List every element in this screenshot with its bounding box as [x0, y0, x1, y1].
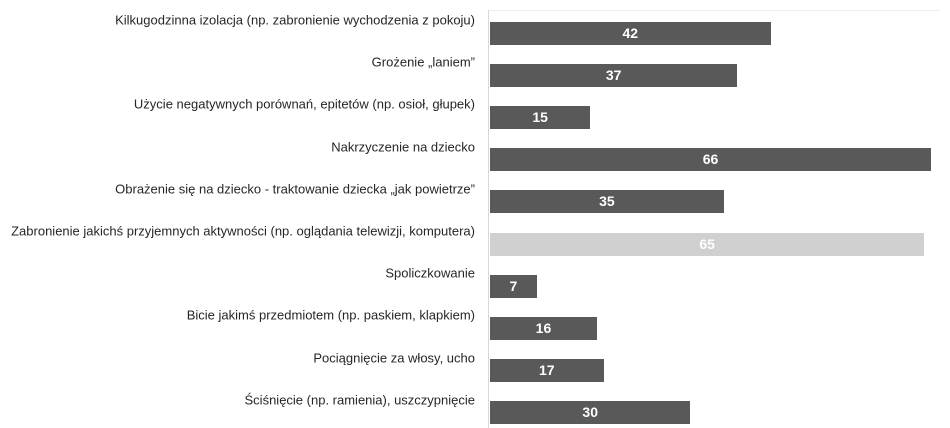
category-text: Użycie negatywnych porównań, epitetów (n… [133, 96, 475, 112]
value-label: 7 [509, 277, 518, 294]
category-label: Nakrzyczenie na dziecko [0, 137, 475, 156]
value-label: 30 [582, 404, 599, 421]
category-text: Grożenie „laniem” [371, 54, 475, 70]
category-label: Ściśnięcie (np. ramienia), uszczypnięcie [0, 390, 475, 409]
bar [490, 63, 738, 87]
value-label: 42 [622, 24, 639, 41]
category-text: Pociągnięcie za włosy, ucho [313, 350, 475, 366]
value-label: 35 [599, 193, 615, 210]
category-text: Nakrzyczenie na dziecko [331, 139, 475, 155]
bar [490, 274, 537, 298]
category-label: Bicie jakimś przedmiotem (np. paskiem, k… [0, 306, 475, 325]
bar [490, 359, 604, 383]
value-label: 66 [702, 151, 719, 168]
value-label: 17 [538, 362, 555, 379]
category-label: Spoliczkowanie [0, 264, 475, 283]
category-text: Kilkugodzinna izolacja (np. zabronienie … [115, 12, 475, 28]
category-axis [488, 10, 489, 428]
category-label: Grożenie „laniem” [0, 53, 475, 72]
bar [490, 401, 691, 425]
category-text: Obrażenie się na dziecko - traktowanie d… [115, 181, 475, 197]
value-label: 15 [532, 108, 548, 125]
bar [490, 316, 597, 340]
bar [490, 21, 771, 45]
bar [490, 232, 925, 256]
value-label: 65 [699, 235, 715, 252]
category-text: Zabronienie jakichś przyjemnych aktywnoś… [11, 223, 475, 239]
category-label: Zabronienie jakichś przyjemnych aktywnoś… [0, 222, 475, 241]
value-label: 37 [605, 66, 622, 83]
category-label: Użycie negatywnych porównań, epitetów (n… [0, 95, 475, 114]
value-label: 16 [535, 319, 552, 336]
category-text: Spoliczkowanie [385, 265, 475, 281]
bar [490, 105, 591, 129]
category-label: Kilkugodzinna izolacja (np. zabronienie … [0, 11, 475, 30]
category-label: Obrażenie się na dziecko - traktowanie d… [0, 179, 475, 198]
plot-border [488, 10, 940, 11]
bar [490, 190, 724, 214]
bar [490, 148, 931, 172]
category-text: Bicie jakimś przedmiotem (np. paskiem, k… [186, 307, 475, 323]
category-label: Pociągnięcie za włosy, ucho [0, 348, 475, 367]
category-text: Ściśnięcie (np. ramienia), uszczypnięcie [244, 392, 475, 408]
